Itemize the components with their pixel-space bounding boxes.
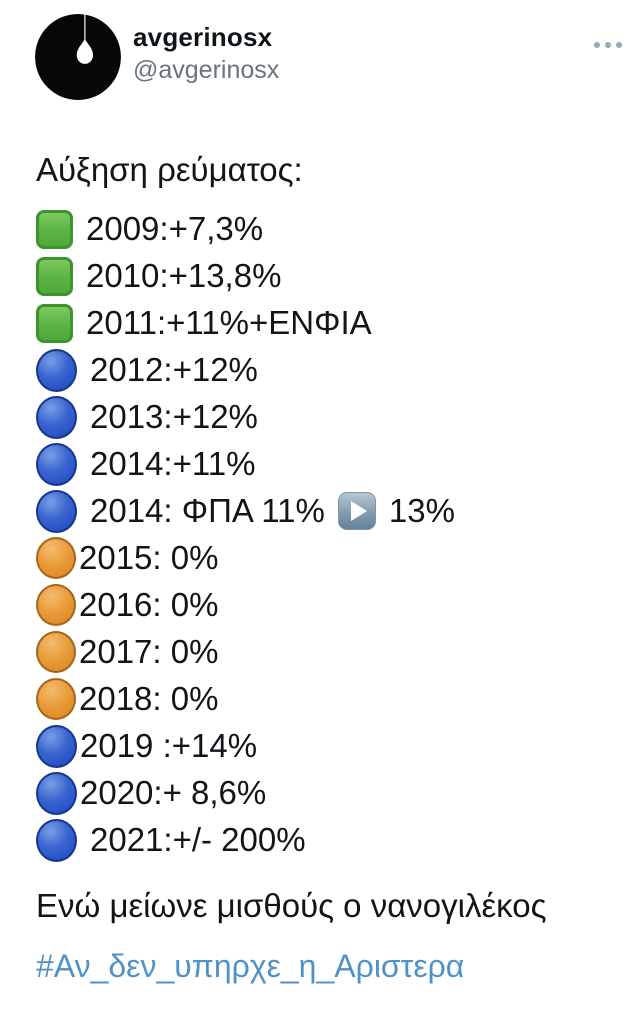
row-text: 2014:+11% bbox=[90, 445, 256, 483]
user-handle[interactable]: @avgerinosx bbox=[133, 56, 280, 84]
row-text: 2017: 0% bbox=[79, 633, 219, 671]
user-names: avgerinosx @avgerinosx bbox=[133, 24, 279, 83]
green-square-icon bbox=[36, 303, 73, 343]
blue-circle-icon bbox=[36, 724, 77, 768]
row-text: 2019 :+14% bbox=[80, 727, 258, 765]
tweet-line: 2009:+7,3% bbox=[36, 206, 640, 253]
tweet-line: 2014: ΦΠΑ 11% 13% bbox=[36, 488, 640, 535]
orange-circle-icon bbox=[36, 678, 76, 721]
hashtag-link[interactable]: #Αν_δεν_υπηρχε_η_Αριστερα bbox=[36, 948, 465, 985]
blue-circle-icon bbox=[36, 489, 77, 533]
row-text: 2011:+11%+ΕΝΦΙΑ bbox=[86, 304, 372, 342]
row-text: 2012:+12% bbox=[90, 351, 258, 389]
tweet-line: 2011:+11%+ΕΝΦΙΑ bbox=[36, 300, 640, 347]
closing-line: Ενώ μείωνε μισθούς ο νανογιλέκος bbox=[36, 886, 547, 924]
year-rows: 2009:+7,3% 2010:+13,8% 2011:+11%+ΕΝΦΙΑ 2… bbox=[36, 206, 640, 864]
blue-circle-icon bbox=[36, 442, 77, 486]
row-text: 2018: 0% bbox=[79, 680, 219, 718]
row-text: 2021:+/- 200% bbox=[90, 821, 306, 859]
row-text: 2009:+7,3% bbox=[86, 210, 264, 248]
row-text: 2013:+12% bbox=[90, 398, 258, 436]
tweet-line: 2010:+13,8% bbox=[36, 253, 640, 300]
green-square-icon bbox=[36, 209, 73, 249]
row-text: 2015: 0% bbox=[79, 539, 219, 577]
tweet-line: 2013:+12% bbox=[36, 394, 640, 441]
blue-circle-icon bbox=[36, 818, 77, 862]
blue-circle-icon bbox=[36, 348, 77, 392]
lightbulb-icon bbox=[35, 13, 121, 100]
row-text: 2016: 0% bbox=[79, 586, 219, 624]
tweet-body: Αύξηση ρεύματος: 2009:+7,3% 2010:+13,8% … bbox=[0, 150, 640, 986]
tweet-line: 2020:+ 8,6% bbox=[36, 770, 640, 817]
row-text-after: 13% bbox=[388, 492, 455, 530]
tweet-line: 2016: 0% bbox=[36, 582, 640, 629]
orange-circle-icon bbox=[36, 537, 76, 580]
tweet-header: avgerinosx @avgerinosx bbox=[0, 0, 640, 118]
display-name[interactable]: avgerinosx bbox=[133, 22, 273, 52]
play-button-icon bbox=[337, 492, 376, 531]
tweet-line: 2019 :+14% bbox=[36, 723, 640, 770]
avatar[interactable] bbox=[35, 13, 121, 101]
more-menu-icon[interactable] bbox=[588, 36, 628, 54]
tweet-line: 2014:+11% bbox=[36, 441, 640, 488]
row-text: 2020:+ 8,6% bbox=[80, 774, 267, 812]
tweet-line: 2017: 0% bbox=[36, 629, 640, 676]
tweet-line: 2012:+12% bbox=[36, 347, 640, 394]
green-square-icon bbox=[36, 256, 73, 296]
tweet-title: Αύξηση ρεύματος: bbox=[36, 151, 303, 188]
row-text: 2014: ΦΠΑ 11% bbox=[90, 492, 325, 530]
tweet-line: 2018: 0% bbox=[36, 676, 640, 723]
orange-circle-icon bbox=[36, 584, 76, 627]
tweet-line: 2021:+/- 200% bbox=[36, 817, 640, 864]
tweet-line: 2015: 0% bbox=[36, 535, 640, 582]
blue-circle-icon bbox=[36, 395, 77, 439]
row-text: 2010:+13,8% bbox=[86, 257, 282, 295]
orange-circle-icon bbox=[36, 631, 76, 674]
blue-circle-icon bbox=[36, 771, 77, 815]
